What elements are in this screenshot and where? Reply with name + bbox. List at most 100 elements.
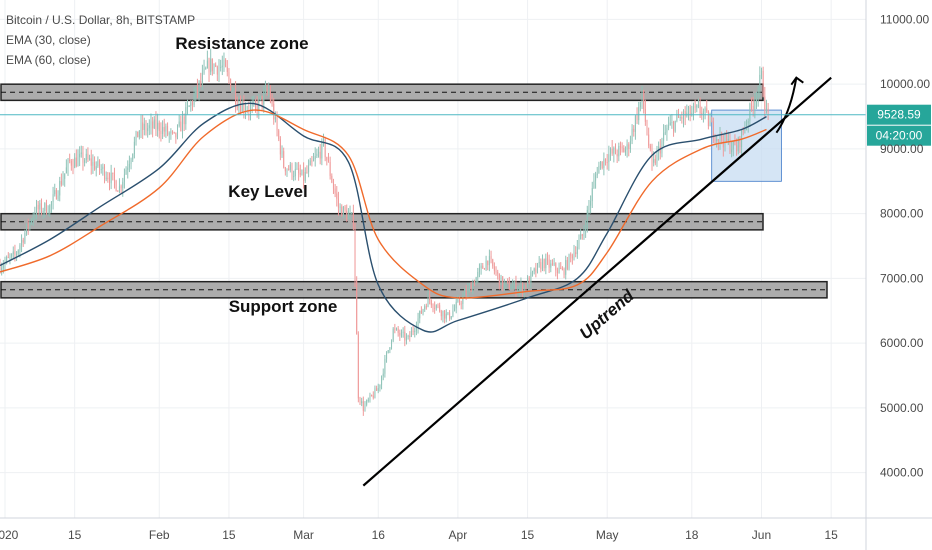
candle-body: [669, 122, 671, 126]
candle-body: [673, 122, 675, 132]
candle-body: [432, 305, 434, 308]
candle-body: [430, 300, 432, 306]
candle-body: [206, 60, 208, 69]
candle-body: [26, 223, 28, 233]
candle-body: [269, 90, 271, 101]
candle-body: [198, 81, 200, 92]
candle-body: [512, 285, 514, 289]
candle-body: [746, 123, 748, 129]
candle-body: [472, 283, 474, 292]
uptrend-line[interactable]: [362, 76, 832, 487]
candle-body: [104, 166, 106, 179]
candle-body: [404, 331, 406, 341]
candle-body: [163, 126, 165, 132]
ema60-line[interactable]: [0, 109, 767, 299]
candle-body: [575, 252, 577, 255]
ema30-legend[interactable]: EMA (30, close): [6, 33, 91, 47]
last-price-tag[interactable]: [867, 104, 931, 125]
candle-body: [271, 100, 273, 104]
candle-body: [168, 133, 170, 135]
zone-label[interactable]: Key Level: [228, 182, 307, 201]
candle-body: [321, 141, 323, 159]
candle-body: [497, 272, 499, 274]
candle-body: [452, 310, 454, 317]
candle-body: [318, 151, 320, 154]
y-tick-label: 5000.00: [880, 401, 924, 415]
candle-body: [751, 103, 753, 106]
candle-body: [425, 306, 427, 308]
candle-body: [337, 198, 339, 208]
candle-body: [709, 121, 711, 127]
candle-body: [732, 140, 734, 150]
candle-body: [220, 67, 222, 69]
candle-body: [392, 328, 394, 341]
candle-body: [143, 123, 145, 130]
ema60-legend[interactable]: EMA (60, close): [6, 53, 91, 67]
candle-body: [654, 159, 656, 164]
candle-body: [382, 373, 384, 377]
candle-body: [424, 306, 426, 310]
candle-body: [752, 105, 754, 109]
candle-body: [618, 146, 620, 157]
candle-body: [563, 269, 565, 275]
ema30-line[interactable]: [0, 102, 767, 333]
candle-body: [150, 121, 152, 126]
zone-label[interactable]: Support zone: [229, 297, 338, 316]
bullish-arrow: [775, 77, 798, 134]
symbol-title[interactable]: Bitcoin / U.S. Dollar, 8h, BITSTAMP: [6, 13, 196, 27]
countdown-tag[interactable]: [867, 125, 931, 146]
candle-body: [157, 122, 159, 130]
candle-body: [22, 239, 24, 243]
candle-body: [493, 266, 495, 271]
candle-body: [130, 159, 132, 164]
candle-body: [410, 330, 412, 338]
candle-body: [656, 151, 658, 164]
zones-layer: Resistance zone Key Level Support zone: [0, 34, 828, 316]
candle-body: [147, 128, 149, 131]
candle-body: [646, 121, 648, 135]
candle-body: [205, 68, 207, 70]
candle-body: [215, 64, 217, 67]
candle-body: [714, 137, 716, 141]
candle-body: [175, 132, 177, 138]
candle-body: [621, 146, 623, 149]
candle-body: [24, 232, 26, 243]
candle-body: [699, 105, 701, 113]
candle-body: [181, 116, 183, 132]
candle-body: [79, 153, 81, 158]
candle-body: [664, 132, 666, 134]
y-tick-label: 10000.00: [880, 77, 930, 91]
candle-body: [64, 173, 66, 179]
candle-body: [364, 404, 366, 411]
candle-body: [729, 138, 731, 152]
candle-body: [165, 126, 167, 132]
candle-body: [316, 153, 318, 157]
candle-body: [137, 131, 139, 138]
candle-body: [605, 158, 607, 163]
candle-body: [724, 133, 726, 148]
candle-body: [434, 307, 436, 309]
x-tick-label: 16: [372, 528, 386, 542]
candle-body: [636, 116, 638, 121]
candle-body: [455, 301, 457, 309]
candle-body: [50, 202, 52, 206]
candle-body: [721, 133, 723, 141]
candle-body: [626, 144, 628, 150]
y-tick-label: 11000.00: [880, 12, 929, 26]
candle-body: [172, 131, 174, 133]
candle-body: [595, 175, 597, 181]
candle-body: [405, 336, 407, 341]
zone-label[interactable]: Resistance zone: [175, 34, 308, 53]
candle-body: [294, 168, 296, 177]
candle-body: [435, 305, 437, 308]
x-tick-label: 15: [222, 528, 236, 542]
last-price-value: 9528.59: [877, 108, 921, 122]
candle-body: [603, 158, 605, 168]
candle-body: [570, 254, 572, 256]
candle-body: [117, 190, 119, 192]
candle-body: [757, 88, 759, 99]
candle-body: [503, 283, 505, 289]
candle-body: [624, 149, 626, 153]
candle-body: [17, 250, 19, 254]
